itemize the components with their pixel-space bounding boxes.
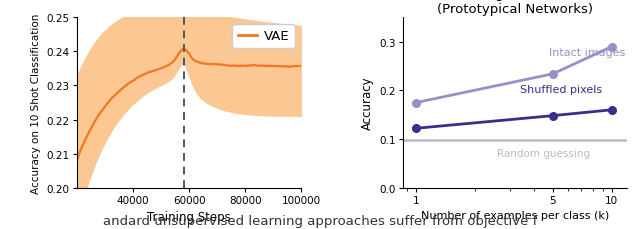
Y-axis label: Accuracy: Accuracy <box>360 76 374 130</box>
Text: Intact images: Intact images <box>549 48 625 58</box>
Y-axis label: Accuracy on 10 Shot Classification: Accuracy on 10 Shot Classification <box>31 13 41 193</box>
Text: Shuffled pixels: Shuffled pixels <box>520 85 602 95</box>
Title: k-shot Image Classification
(Prototypical Networks): k-shot Image Classification (Prototypica… <box>425 0 605 16</box>
X-axis label: Number of examples per class (k): Number of examples per class (k) <box>420 210 609 220</box>
X-axis label: Training Steps: Training Steps <box>147 210 231 223</box>
Text: Random guessing: Random guessing <box>497 148 591 158</box>
Legend: VAE: VAE <box>232 25 295 48</box>
Text: andard unsupervised learning approaches suffer from objective f: andard unsupervised learning approaches … <box>103 214 537 227</box>
